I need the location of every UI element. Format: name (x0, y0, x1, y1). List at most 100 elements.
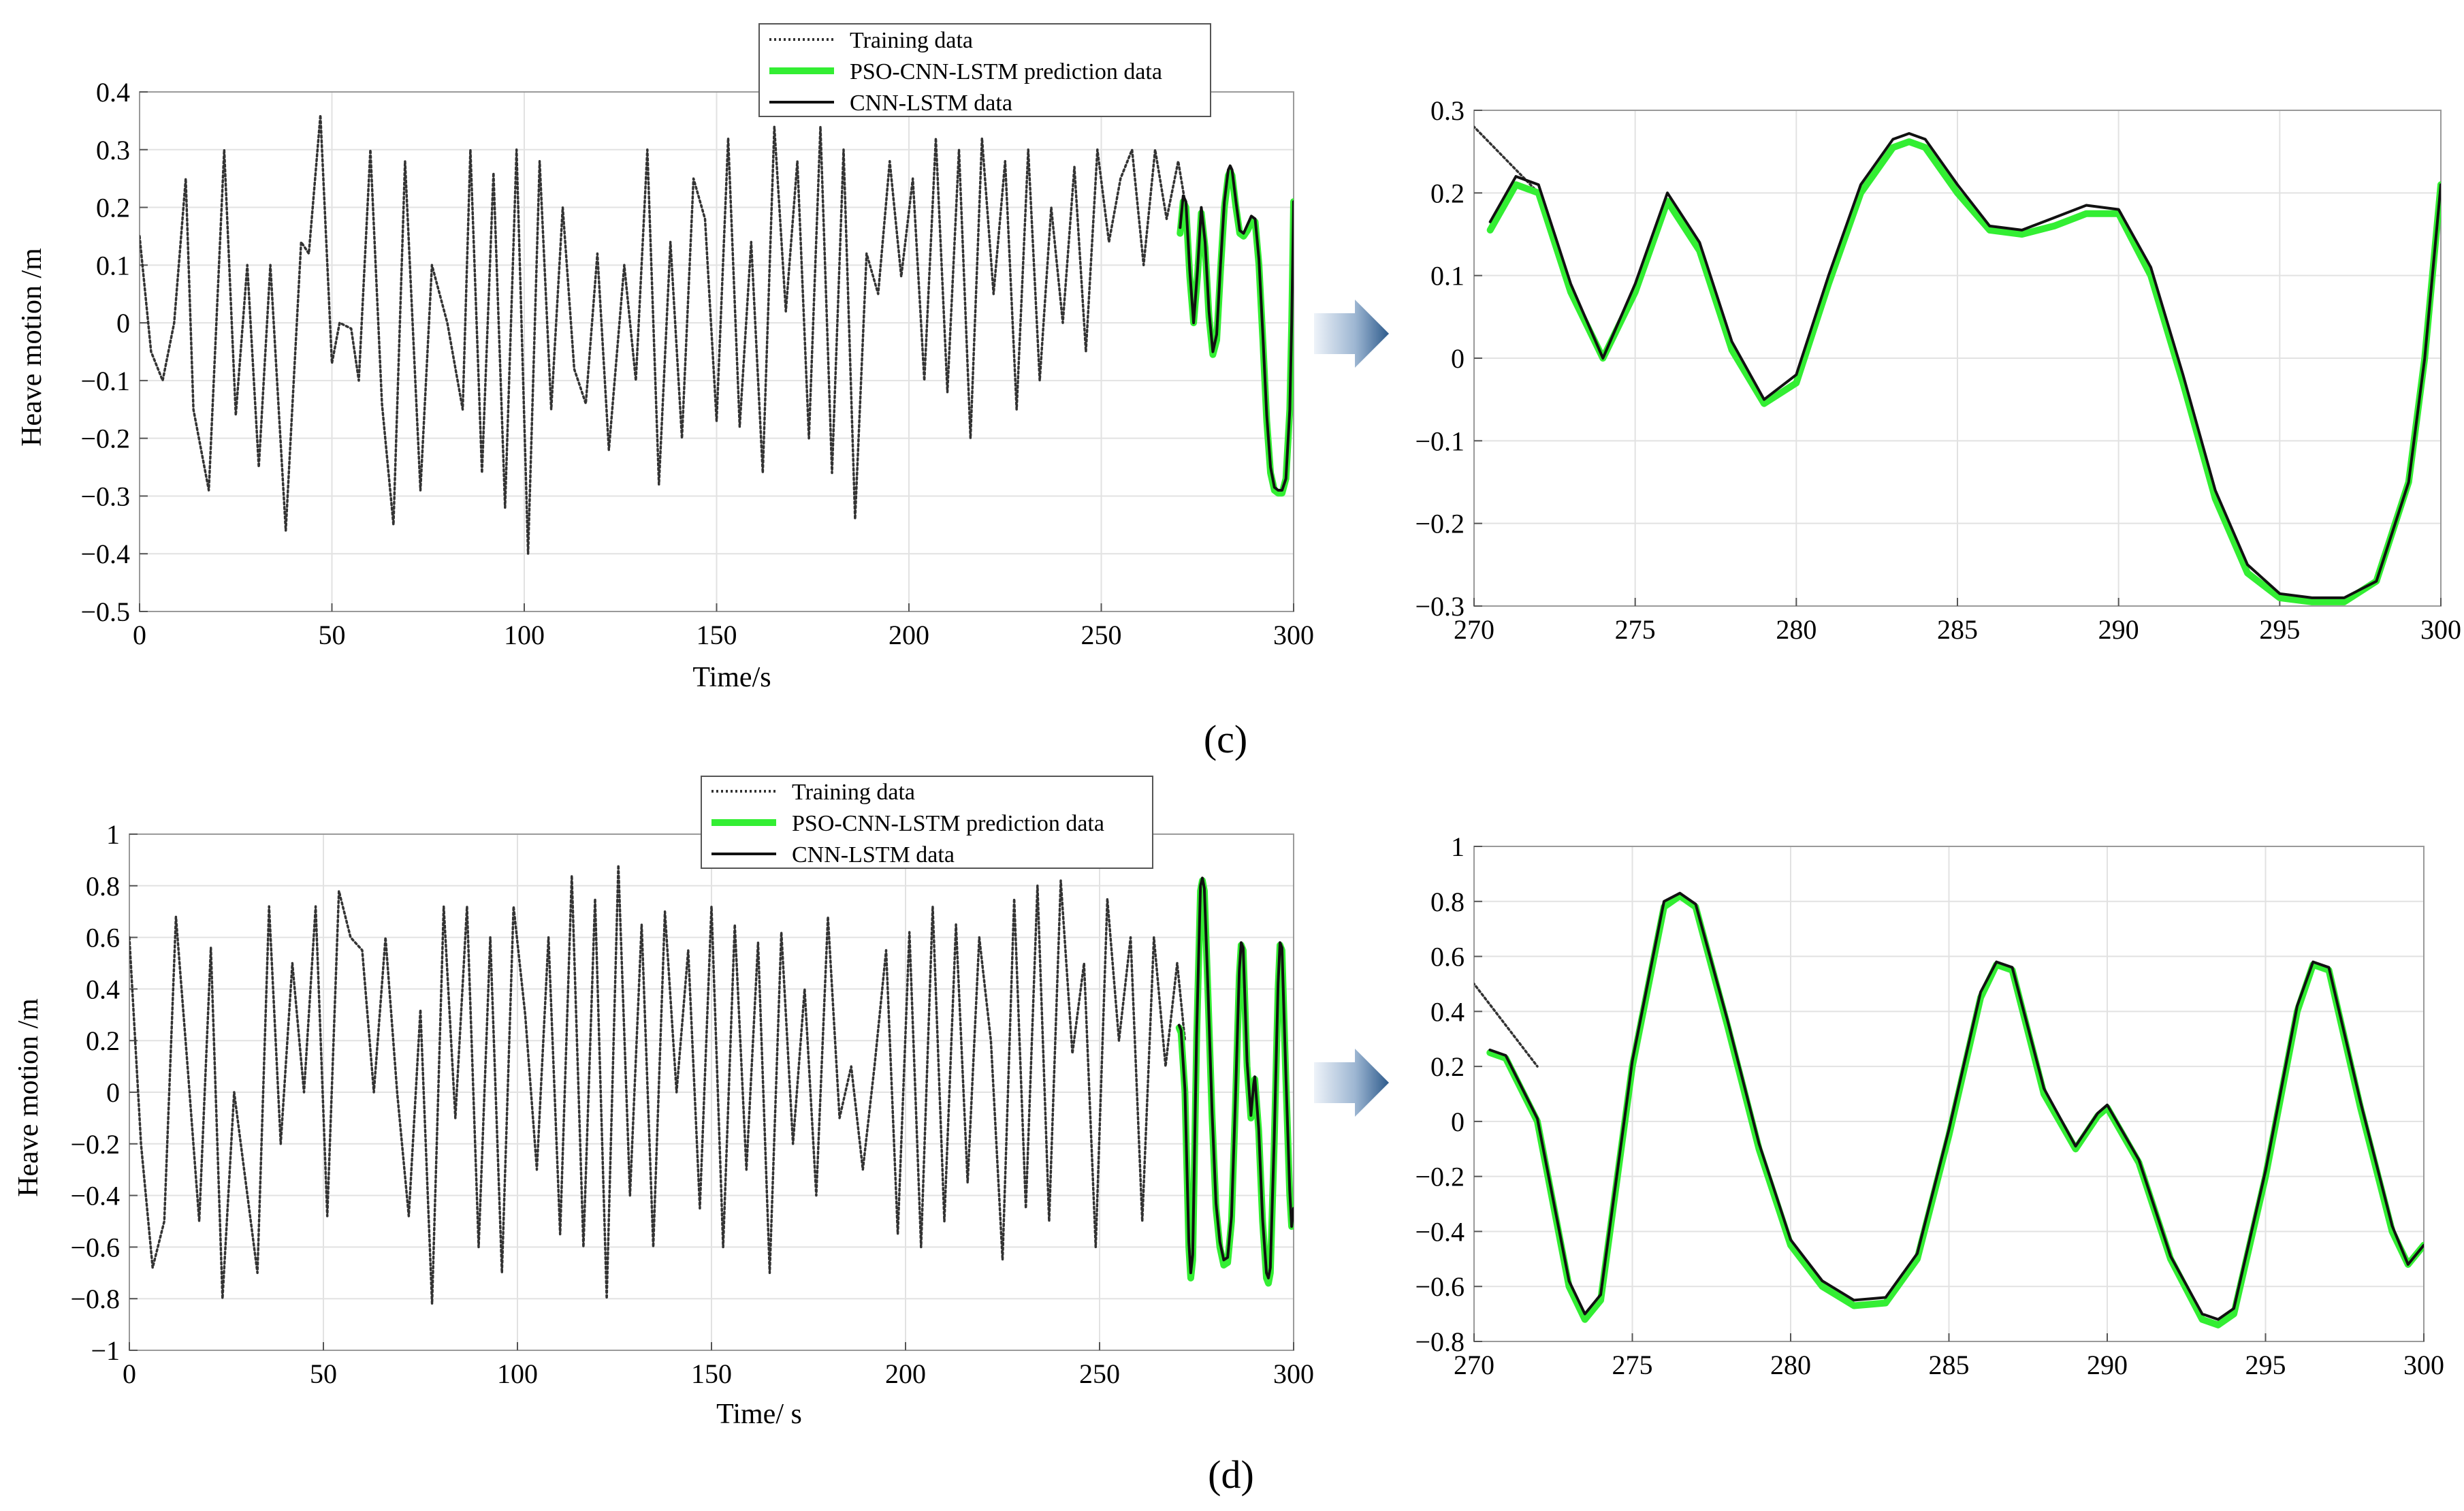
chart-c-zoom-lines (1474, 125, 2441, 605)
tick-label-y-d-full-4: −0.2 (70, 1129, 120, 1160)
chart-d-full-xlabel: Time/ s (716, 1399, 802, 1430)
tick-label-x-d-zoom-1: 275 (1612, 1350, 1653, 1380)
tick-label-y-c-full-9: 0.4 (96, 77, 130, 108)
legend-d-label-training: Training data (792, 780, 915, 805)
chart-d-full-ticks: 0 50 100 150 200 250 300 −1 −0.8 −0.6 −0.4 −0.2 0 0.2… (70, 819, 1314, 1389)
tick-label-y-d-full-2: −0.6 (70, 1232, 120, 1262)
tick-label-x-c-full-0: 0 (133, 620, 146, 650)
tick-label-y-d-full-0: −1 (91, 1335, 120, 1366)
tick-label-y-d-full-6: 0.2 (86, 1025, 120, 1056)
chart-c-zoom-ticks: 270 275 280 285 290 295 300 −0.3 −0.2 −0.1 0 0.1 0.2… (1415, 95, 2461, 645)
tick-label-y-d-zoom-0: −0.8 (1415, 1326, 1465, 1357)
series-d-zoom-pso (1486, 892, 2424, 1329)
legend-d-label-cnn: CNN-LSTM data (792, 842, 955, 868)
tick-label-x-c-full-2: 100 (504, 620, 545, 650)
tick-label-x-c-full-3: 150 (697, 620, 737, 650)
series-c-full-cnn (1179, 164, 1294, 492)
tick-label-x-d-zoom-4: 290 (2087, 1350, 2128, 1380)
chart-c-full-lines (140, 114, 1294, 555)
tick-label-y-d-zoom-9: 1 (1451, 831, 1465, 862)
tick-label-x-c-full-1: 50 (319, 620, 346, 650)
tick-label-y-c-zoom-2: −0.1 (1415, 426, 1465, 456)
tick-label-x-c-full-6: 300 (1273, 620, 1314, 650)
tick-label-y-d-zoom-8: 0.8 (1430, 887, 1465, 917)
series-c-zoom-cnn (1488, 132, 2441, 599)
tick-label-y-d-zoom-7: 0.6 (1430, 942, 1465, 972)
tick-label-y-c-zoom-1: −0.2 (1415, 509, 1465, 539)
legend-d-box (701, 776, 1153, 869)
tick-label-y-c-zoom-5: 0.2 (1430, 178, 1465, 208)
tick-label-y-c-full-2: −0.3 (80, 481, 130, 511)
tick-label-x-c-zoom-5: 295 (2259, 614, 2300, 645)
tick-label-x-d-zoom-6: 300 (2403, 1350, 2444, 1380)
tick-label-x-d-zoom-5: 295 (2245, 1350, 2286, 1380)
tick-label-y-d-zoom-1: −0.6 (1415, 1271, 1465, 1302)
tick-label-y-d-zoom-4: 0 (1451, 1107, 1465, 1137)
series-c-zoom-pso (1486, 138, 2441, 605)
legend-c-box (758, 23, 1211, 117)
chart-d-zoom-ticks: 270 275 280 285 290 295 300 −0.8 −0.6 −0.4 −0.2 0 0.… (1415, 831, 2444, 1380)
chart-c-full: 0 50 100 150 200 250 300 −0.5 −0.4 −0.3 −0.2 −0.1 0 0… (16, 23, 1314, 693)
tick-label-y-c-full-8: 0.3 (96, 135, 130, 165)
tick-label-y-c-zoom-0: −0.3 (1415, 591, 1465, 622)
chart-c-full-legend: Training data PSO-CNN-LSTM prediction da… (758, 23, 1211, 117)
legend-c-label-training: Training data (850, 28, 973, 53)
tick-label-y-c-full-3: −0.2 (80, 424, 130, 454)
chart-c-full-ylabel: Heave motion /m (16, 248, 48, 447)
legend-c-label-cnn: CNN-LSTM data (850, 91, 1012, 116)
tick-label-x-d-full-2: 100 (497, 1358, 538, 1389)
tick-label-x-d-full-1: 50 (310, 1358, 337, 1389)
panel-label-d: (d) (1208, 1452, 1254, 1497)
arrow-d-icon (1314, 1049, 1389, 1117)
series-c-full-pso (1177, 168, 1294, 497)
tick-label-y-c-full-5: 0 (116, 308, 130, 338)
tick-label-x-d-full-3: 150 (691, 1358, 732, 1389)
tick-label-y-d-full-9: 0.8 (86, 871, 120, 902)
chart-d-zoom: 270 275 280 285 290 295 300 −0.8 −0.6 −0.4 −0.2 0 0.… (1415, 831, 2444, 1380)
chart-d-zoom-lines (1474, 891, 2424, 1329)
panel-label-c: (c) (1204, 717, 1247, 761)
tick-label-y-d-full-7: 0.4 (86, 974, 120, 1004)
chart-d-full-legend: Training data PSO-CNN-LSTM prediction da… (701, 776, 1153, 869)
series-d-full-cnn (1177, 876, 1294, 1279)
tick-label-x-c-zoom-6: 300 (2420, 614, 2461, 645)
chart-c-zoom: 270 275 280 285 290 295 300 −0.3 −0.2 −0.1 0 0.1 0.2… (1415, 95, 2461, 645)
tick-label-y-c-full-0: −0.5 (80, 597, 130, 627)
tick-label-x-c-full-4: 200 (889, 620, 929, 650)
tick-label-y-c-zoom-6: 0.3 (1430, 95, 1465, 126)
tick-label-x-d-zoom-2: 280 (1770, 1350, 1811, 1380)
tick-label-x-c-zoom-3: 285 (1937, 614, 1978, 645)
tick-label-y-c-full-7: 0.2 (96, 193, 130, 223)
chart-c-full-ticks: 0 50 100 150 200 250 300 −0.5 −0.4 −0.3 −0.2 −0.1 0 0… (80, 77, 1314, 650)
tick-label-x-d-full-4: 200 (885, 1358, 926, 1389)
tick-label-x-c-zoom-4: 290 (2098, 614, 2139, 645)
series-d-zoom-cnn (1488, 891, 2424, 1321)
chart-d-full-ylabel: Heave motion /m (13, 998, 44, 1197)
tick-label-x-d-full-0: 0 (123, 1358, 136, 1389)
tick-label-x-c-zoom-2: 280 (1776, 614, 1817, 645)
tick-label-y-d-full-1: −0.8 (70, 1284, 120, 1314)
tick-label-x-c-zoom-1: 275 (1615, 614, 1656, 645)
tick-label-x-c-full-5: 250 (1081, 620, 1122, 650)
tick-label-x-d-full-6: 300 (1273, 1358, 1314, 1389)
legend-d-label-pso: PSO-CNN-LSTM prediction data (792, 811, 1104, 836)
tick-label-y-c-full-1: −0.4 (80, 539, 130, 569)
tick-label-y-c-full-4: −0.1 (80, 366, 130, 396)
tick-label-x-d-full-5: 250 (1079, 1358, 1120, 1389)
series-c-full-training (140, 114, 1187, 555)
chart-c-full-xlabel: Time/s (692, 662, 771, 693)
tick-label-y-d-zoom-5: 0.2 (1430, 1051, 1465, 1082)
chart-d-full-lines (129, 863, 1294, 1305)
chart-d-full: 0 50 100 150 200 250 300 −1 −0.8 −0.6 −0.4 −0.2 0 0.2… (13, 776, 1314, 1430)
tick-label-y-d-full-3: −0.4 (70, 1181, 120, 1211)
tick-label-x-c-zoom-0: 270 (1454, 614, 1494, 645)
tick-label-y-d-full-8: 0.6 (86, 923, 120, 953)
tick-label-y-c-zoom-3: 0 (1451, 343, 1465, 374)
tick-label-y-d-zoom-6: 0.4 (1430, 996, 1465, 1027)
tick-label-x-d-zoom-0: 270 (1454, 1350, 1494, 1380)
tick-label-y-d-zoom-2: −0.4 (1415, 1216, 1465, 1247)
tick-label-y-d-zoom-3: −0.2 (1415, 1162, 1465, 1192)
tick-label-y-d-full-10: 1 (106, 819, 120, 850)
arrow-c-icon (1314, 300, 1389, 368)
